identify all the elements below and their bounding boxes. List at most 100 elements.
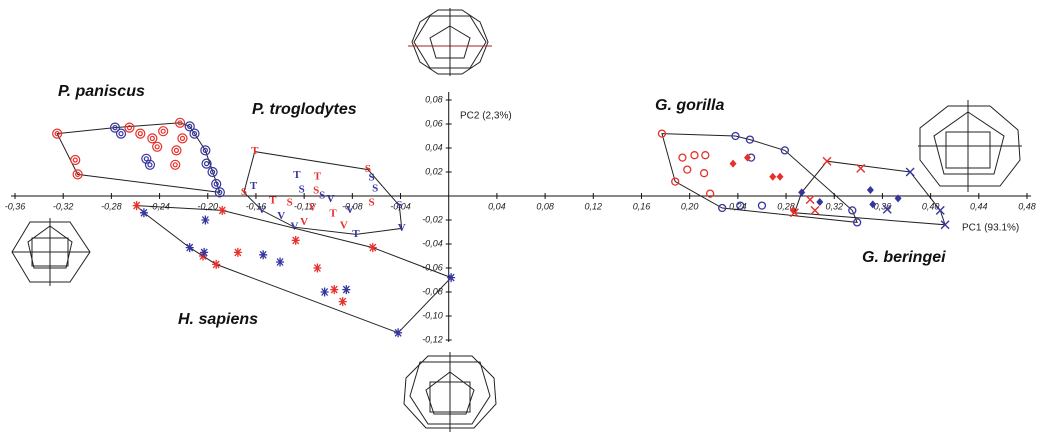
point: [330, 285, 338, 294]
x-tick-label: 0,48: [1018, 201, 1036, 211]
point: [171, 160, 180, 169]
ring-inner: [161, 129, 165, 133]
ring-outer: [153, 142, 162, 151]
x-tick-label: 0,32: [825, 201, 843, 211]
ring-outer: [117, 129, 126, 138]
point: V: [258, 204, 266, 216]
group-label: P. paniscus: [58, 83, 145, 100]
x-tick-label: 0,20: [681, 201, 699, 211]
y-tick-label: 0,04: [425, 142, 443, 152]
point: [117, 129, 126, 138]
point: [172, 146, 181, 155]
point: V: [327, 193, 335, 205]
point: [811, 206, 819, 214]
y-tick-label: -0,02: [422, 214, 443, 224]
point: S: [319, 190, 325, 202]
point: [148, 134, 157, 143]
point: V: [340, 220, 348, 232]
ring-inner: [138, 132, 142, 136]
ring-outer: [71, 156, 80, 165]
ring-outer: [136, 129, 145, 138]
ring-inner: [150, 136, 154, 140]
point: [178, 134, 187, 143]
point: [71, 156, 80, 165]
point: [806, 196, 814, 204]
x-tick-label: 0,44: [970, 201, 988, 211]
ring-inner: [119, 132, 123, 136]
wire: [934, 112, 1004, 174]
group-label: H. sapiens: [178, 311, 258, 328]
point: T: [352, 228, 360, 240]
y-tick-label: 0,02: [425, 166, 443, 176]
ring-outer: [171, 160, 180, 169]
point: V: [309, 202, 317, 214]
point: [201, 216, 209, 225]
point: [691, 152, 698, 159]
ring-outer: [172, 146, 181, 155]
point: S: [287, 197, 293, 209]
group-label: G. beringei: [862, 249, 946, 266]
shape-diagram: [12, 218, 90, 286]
point: [730, 160, 737, 168]
point: [200, 248, 208, 257]
x-tick-label: -0,36: [5, 201, 26, 211]
ring-inner: [73, 158, 77, 162]
point: [684, 166, 691, 173]
ring-inner: [144, 157, 148, 161]
chart: PC2 (2,3%) PC1 (93.1%) -0,36-0,32-0,28-0…: [0, 0, 1049, 436]
ring-outer: [178, 134, 187, 143]
point: [276, 258, 284, 267]
point: [136, 129, 145, 138]
y-tick-label: 0,06: [425, 118, 443, 128]
point: [701, 170, 708, 177]
point: [321, 288, 329, 297]
point: [369, 243, 377, 252]
ring-outer: [125, 123, 134, 132]
point: V: [300, 216, 308, 228]
point: [679, 154, 686, 161]
x-tick-label: 0,12: [585, 201, 603, 211]
x-tick-label: 0,16: [633, 201, 651, 211]
group-label: P. troglodytes: [252, 101, 357, 118]
point: [234, 248, 242, 257]
shape-diagram: [404, 352, 496, 432]
x-axis-title: PC1 (93.1%): [962, 223, 1019, 234]
shape-diagram: [408, 8, 492, 76]
ring-inner: [205, 162, 209, 166]
point: [159, 127, 168, 136]
point: [292, 236, 300, 245]
y-tick-label: -0,08: [422, 286, 443, 296]
y-tick-label: -0,04: [422, 238, 443, 248]
y-tick-label: 0,08: [425, 94, 443, 104]
point: S: [241, 186, 247, 198]
point: [769, 173, 776, 181]
point: S: [396, 199, 402, 211]
point: S: [299, 184, 305, 196]
point: [212, 260, 220, 269]
ring-inner: [174, 148, 178, 152]
y-tick-label: -0,10: [422, 310, 443, 320]
ring-outer: [148, 134, 157, 143]
point: V: [291, 221, 299, 233]
point: [447, 273, 455, 282]
point: [777, 173, 784, 181]
point: [140, 208, 148, 217]
point: [758, 202, 765, 209]
y-axis-title: PC2 (2,3%): [460, 111, 512, 122]
group-label: G. gorilla: [655, 97, 724, 114]
point: [259, 250, 267, 259]
point: V: [277, 210, 285, 222]
point: T: [293, 169, 301, 181]
point: T: [251, 145, 259, 157]
point: [125, 123, 134, 132]
x-tick-label: -0,28: [101, 201, 122, 211]
point: S: [369, 197, 375, 209]
point: [186, 243, 194, 252]
point: [342, 285, 350, 294]
point: S: [372, 182, 378, 194]
point: T: [269, 194, 277, 206]
y-tick-label: -0,12: [422, 334, 443, 344]
ring-outer: [159, 127, 168, 136]
point: [133, 201, 141, 210]
